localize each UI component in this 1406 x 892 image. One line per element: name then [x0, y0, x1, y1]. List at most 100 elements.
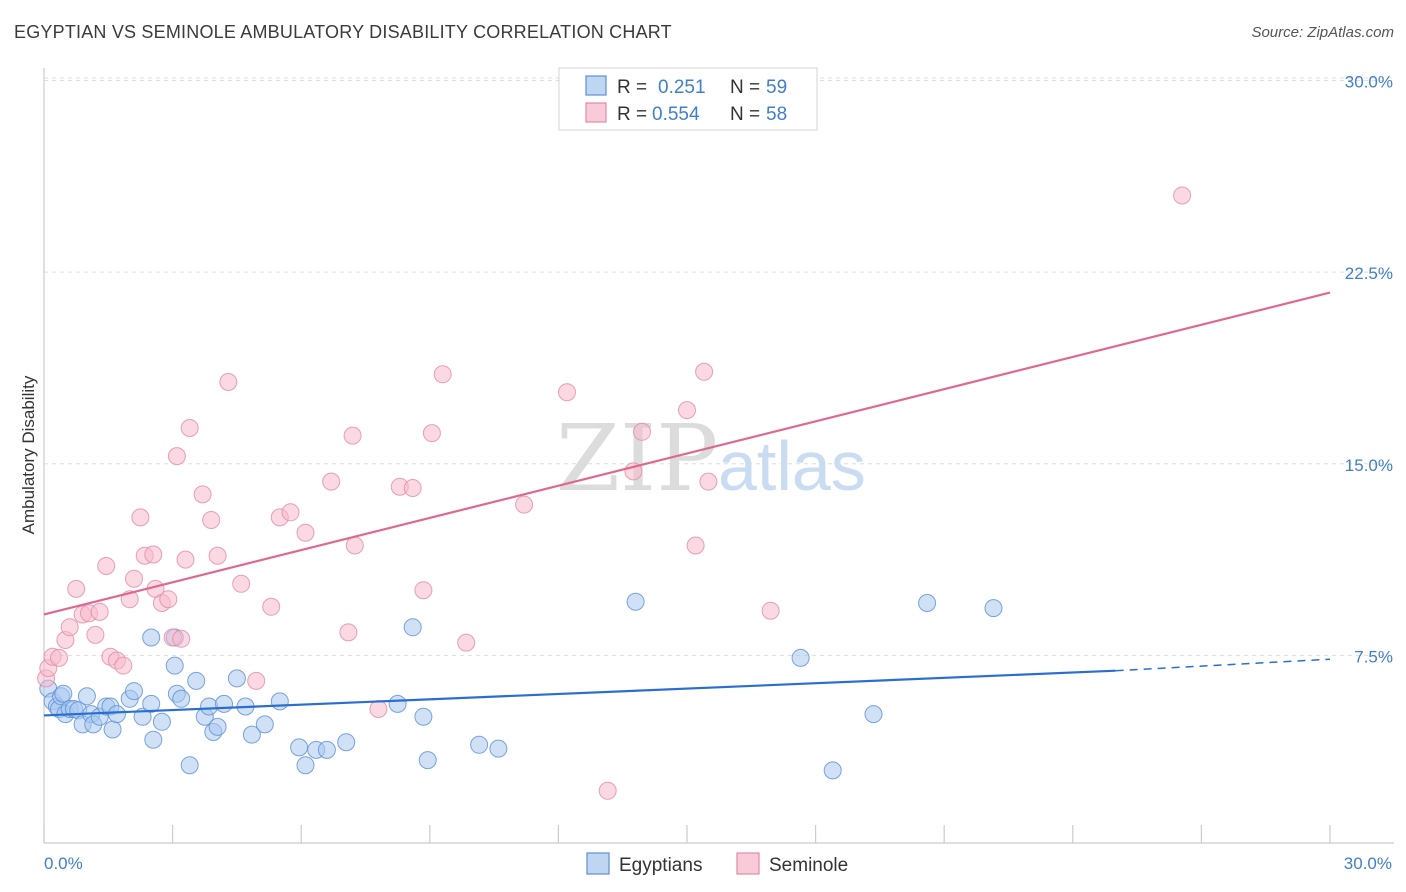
- egyptians-point-27: [165, 656, 184, 675]
- egyptians-point-46: [337, 733, 356, 752]
- seminole-point-10: [90, 602, 109, 621]
- egyptians-point-20: [125, 682, 143, 701]
- seminole-point-59: [1173, 186, 1192, 205]
- egyptians-point-41: [270, 692, 289, 711]
- bottom-legend-swatch-seminole: [736, 852, 760, 875]
- seminole-point-54: [678, 401, 696, 420]
- egyptians-point-49: [414, 707, 433, 726]
- egyptians-trend-extension: [1115, 658, 1331, 672]
- seminole-point-36: [281, 503, 300, 522]
- egyptians-point-52: [489, 739, 508, 758]
- seminole-point-32: [232, 574, 251, 593]
- egyptians-point-18: [107, 705, 126, 724]
- seminole-point-38: [322, 472, 341, 491]
- y-tick-label-1: 15.0%: [1345, 456, 1393, 475]
- seminole-trend-line: [43, 291, 1331, 616]
- seminole-point-34: [262, 597, 281, 616]
- source-label: Source: ZipAtlas.com: [1251, 24, 1394, 41]
- y-tick-labels: 7.5% 15.0% 22.5% 30.0%: [1345, 73, 1393, 667]
- x-tick-min: 0.0%: [44, 854, 83, 873]
- seminole-point-16: [125, 569, 143, 588]
- seminole-point-24: [167, 447, 186, 466]
- egyptians-point-31: [187, 671, 206, 690]
- seminole-point-9: [86, 625, 105, 644]
- egyptians-point-47: [388, 694, 407, 713]
- gridlines: [44, 77, 1394, 656]
- legend-n-value-0: 59: [766, 77, 787, 98]
- seminole-point-11: [97, 557, 116, 575]
- egyptians-point-36: [215, 694, 233, 713]
- seminole-point-46: [422, 424, 441, 443]
- seminole-point-33: [247, 671, 266, 690]
- y-tick-label-0: 7.5%: [1354, 647, 1393, 666]
- seminole-point-51: [598, 781, 617, 800]
- seminole-point-56: [695, 362, 714, 381]
- seminole-point-50: [558, 383, 576, 402]
- seminole-point-14: [114, 656, 133, 675]
- legend-r-value-1: 0.554: [652, 104, 700, 125]
- bottom-legend-label-seminole: Seminole: [769, 855, 848, 876]
- seminole-point-17: [131, 508, 150, 527]
- egyptians-point-33: [200, 697, 218, 716]
- watermark-atlas: atlas: [718, 427, 866, 505]
- seminole-point-55: [686, 536, 705, 555]
- egyptians-point-53: [626, 592, 645, 611]
- x-tick-max: 30.0%: [1344, 854, 1392, 873]
- egyptians-point-45: [317, 740, 336, 759]
- seminole-points: [37, 186, 1192, 800]
- egyptians-point-5: [54, 684, 73, 703]
- seminole-point-27: [180, 419, 199, 437]
- egyptians-trend-line: [43, 669, 1116, 717]
- egyptians-point-25: [142, 628, 161, 647]
- y-tick-label-2: 22.5%: [1345, 264, 1393, 283]
- seminole-point-42: [369, 700, 388, 718]
- egyptians-points: [39, 592, 1003, 780]
- legend-swatch-egyptians: [585, 75, 607, 96]
- seminole-point-26: [176, 550, 195, 569]
- trend-lines: [43, 291, 1331, 717]
- seminole-point-3: [50, 648, 68, 667]
- egyptians-point-17: [103, 720, 122, 739]
- seminole-point-49: [515, 495, 534, 514]
- egyptians-point-30: [180, 756, 199, 775]
- egyptians-point-11: [77, 687, 96, 706]
- egyptians-point-39: [242, 725, 261, 744]
- y-tick-label-3: 30.0%: [1345, 73, 1393, 92]
- chart-title: EGYPTIAN VS SEMINOLE AMBULATORY DISABILI…: [14, 22, 672, 42]
- seminole-point-41: [345, 536, 364, 555]
- egyptians-point-54: [791, 648, 810, 667]
- seminole-point-48: [457, 633, 476, 652]
- seminole-point-28: [193, 485, 212, 504]
- legend-swatch-seminole: [585, 102, 607, 123]
- bottom-legend-swatch-egyptians: [586, 852, 610, 875]
- egyptians-point-50: [418, 751, 437, 770]
- bottom-legend-label-egyptians: Egyptians: [619, 855, 702, 876]
- seminole-point-6: [67, 579, 86, 598]
- egyptians-point-37: [227, 669, 246, 688]
- egyptians-point-29: [172, 689, 191, 708]
- seminole-point-30: [208, 546, 227, 565]
- legend-n-label-0: N =: [730, 77, 760, 98]
- seminole-point-45: [414, 581, 433, 600]
- egyptians-point-56: [864, 705, 883, 724]
- seminole-point-37: [296, 523, 315, 542]
- egyptians-point-57: [918, 594, 937, 612]
- top-legend: R = 0.251 N = 59 R = 0.554 N = 58: [558, 67, 818, 131]
- seminole-point-5: [60, 618, 79, 637]
- egyptians-point-55: [823, 761, 842, 780]
- seminole-point-25: [172, 629, 191, 648]
- seminole-point-44: [403, 479, 422, 497]
- y-axis-label: Ambulatory Disability: [19, 375, 38, 534]
- seminole-point-53: [633, 422, 651, 441]
- egyptians-point-23: [144, 730, 163, 749]
- seminole-point-47: [433, 365, 452, 384]
- seminole-point-22: [159, 590, 178, 609]
- bottom-legend: Egyptians Seminole: [586, 852, 848, 876]
- seminole-point-31: [219, 373, 238, 391]
- legend-r-label-0: R =: [617, 77, 647, 98]
- legend-n-value-1: 58: [766, 104, 787, 125]
- seminole-point-39: [339, 623, 358, 642]
- egyptians-point-40: [255, 715, 274, 734]
- egyptians-point-48: [403, 618, 422, 637]
- egyptians-point-24: [152, 712, 171, 731]
